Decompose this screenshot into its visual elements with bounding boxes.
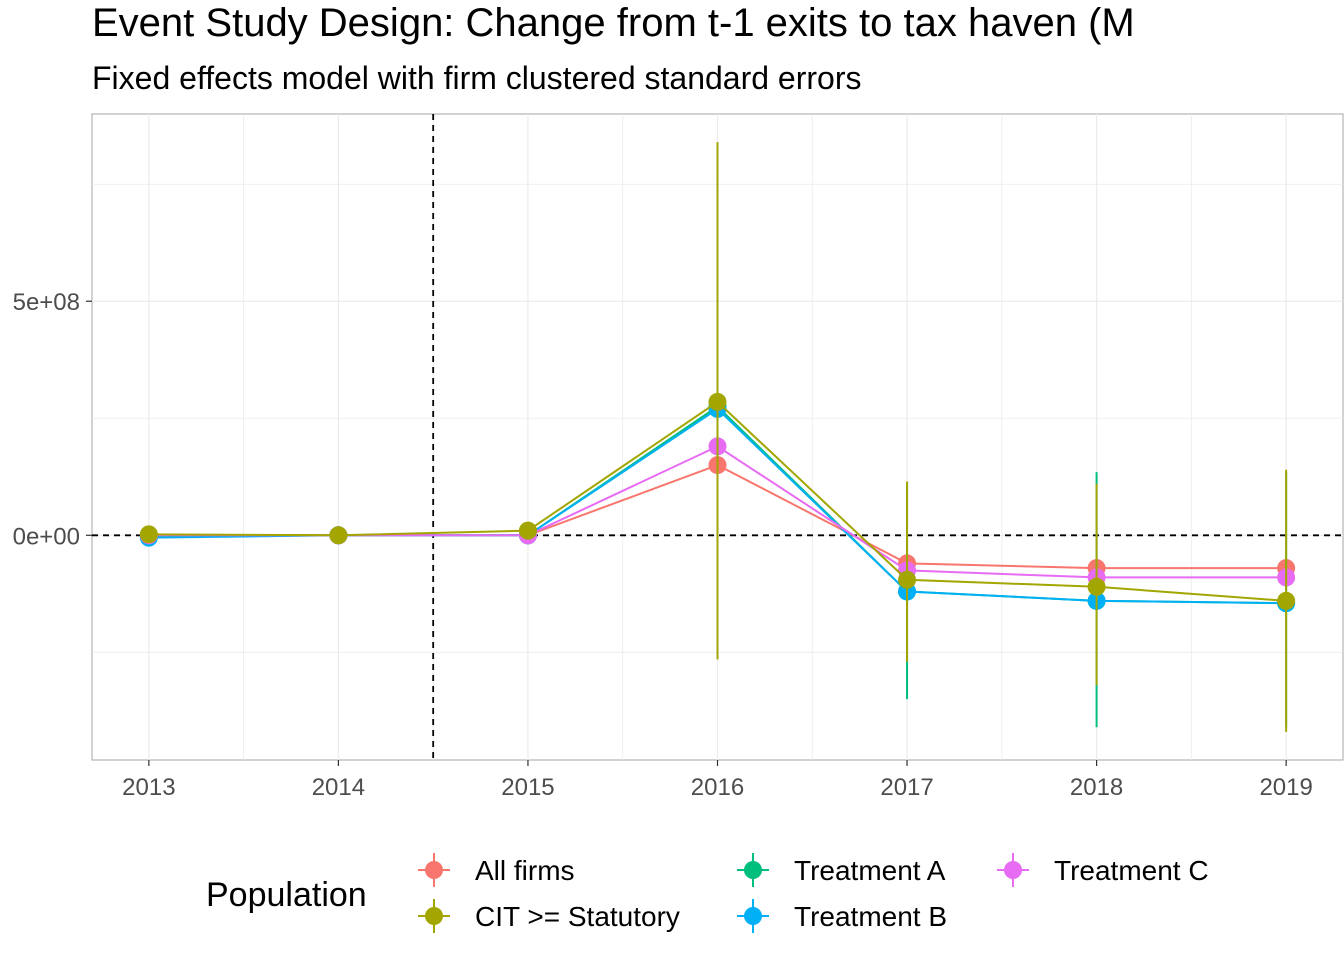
- legend-key-point: [744, 861, 762, 879]
- legend-item-treatment-b: Treatment B: [737, 899, 947, 933]
- y-tick-label: 0e+00: [13, 523, 80, 550]
- axis-layer: 2013 2014 2015 2016 2017 2018 2019 0e+00 5e+08: [13, 289, 1313, 801]
- data-point: [329, 526, 348, 545]
- legend-key-point: [744, 907, 762, 925]
- legend-label: All firms: [475, 855, 575, 886]
- legend: Population All firms CIT >= Statutory Trea…: [206, 853, 1209, 933]
- legend-key-point: [1004, 861, 1022, 879]
- x-tick-label: 2013: [122, 774, 175, 801]
- x-tick-label: 2017: [880, 774, 933, 801]
- data-point: [708, 392, 727, 411]
- legend-item-cit-statutory: CIT >= Statutory: [418, 899, 680, 933]
- legend-key-point: [425, 861, 443, 879]
- data-point: [1087, 577, 1106, 596]
- chart-title: Event Study Design: Change from t-1 exit…: [92, 1, 1135, 45]
- legend-label: Treatment C: [1054, 855, 1209, 886]
- legend-item-all-firms: All firms: [418, 853, 575, 887]
- legend-item-treatment-a: Treatment A: [737, 853, 946, 887]
- legend-key-point: [425, 907, 443, 925]
- data-point: [898, 570, 917, 589]
- data-point: [518, 521, 537, 540]
- legend-label: Treatment A: [794, 855, 946, 886]
- x-tick-label: 2018: [1070, 774, 1123, 801]
- plot-panel: [91, 113, 1344, 761]
- legend-label: CIT >= Statutory: [475, 901, 680, 932]
- legend-label: Treatment B: [794, 901, 947, 932]
- x-tick-label: 2014: [312, 774, 365, 801]
- x-tick-label: 2015: [501, 774, 554, 801]
- data-point: [139, 525, 158, 544]
- y-tick-label: 5e+08: [13, 289, 80, 316]
- series-layer: [139, 142, 1296, 732]
- legend-title: Population: [206, 876, 367, 914]
- data-point: [1277, 591, 1296, 610]
- x-tick-label: 2016: [691, 774, 744, 801]
- reference-lines: [92, 114, 1343, 760]
- chart-subtitle: Fixed effects model with firm clustered …: [92, 60, 861, 96]
- legend-item-treatment-c: Treatment C: [997, 853, 1209, 887]
- series-cit-statutory: [139, 142, 1296, 732]
- x-tick-label: 2019: [1259, 774, 1312, 801]
